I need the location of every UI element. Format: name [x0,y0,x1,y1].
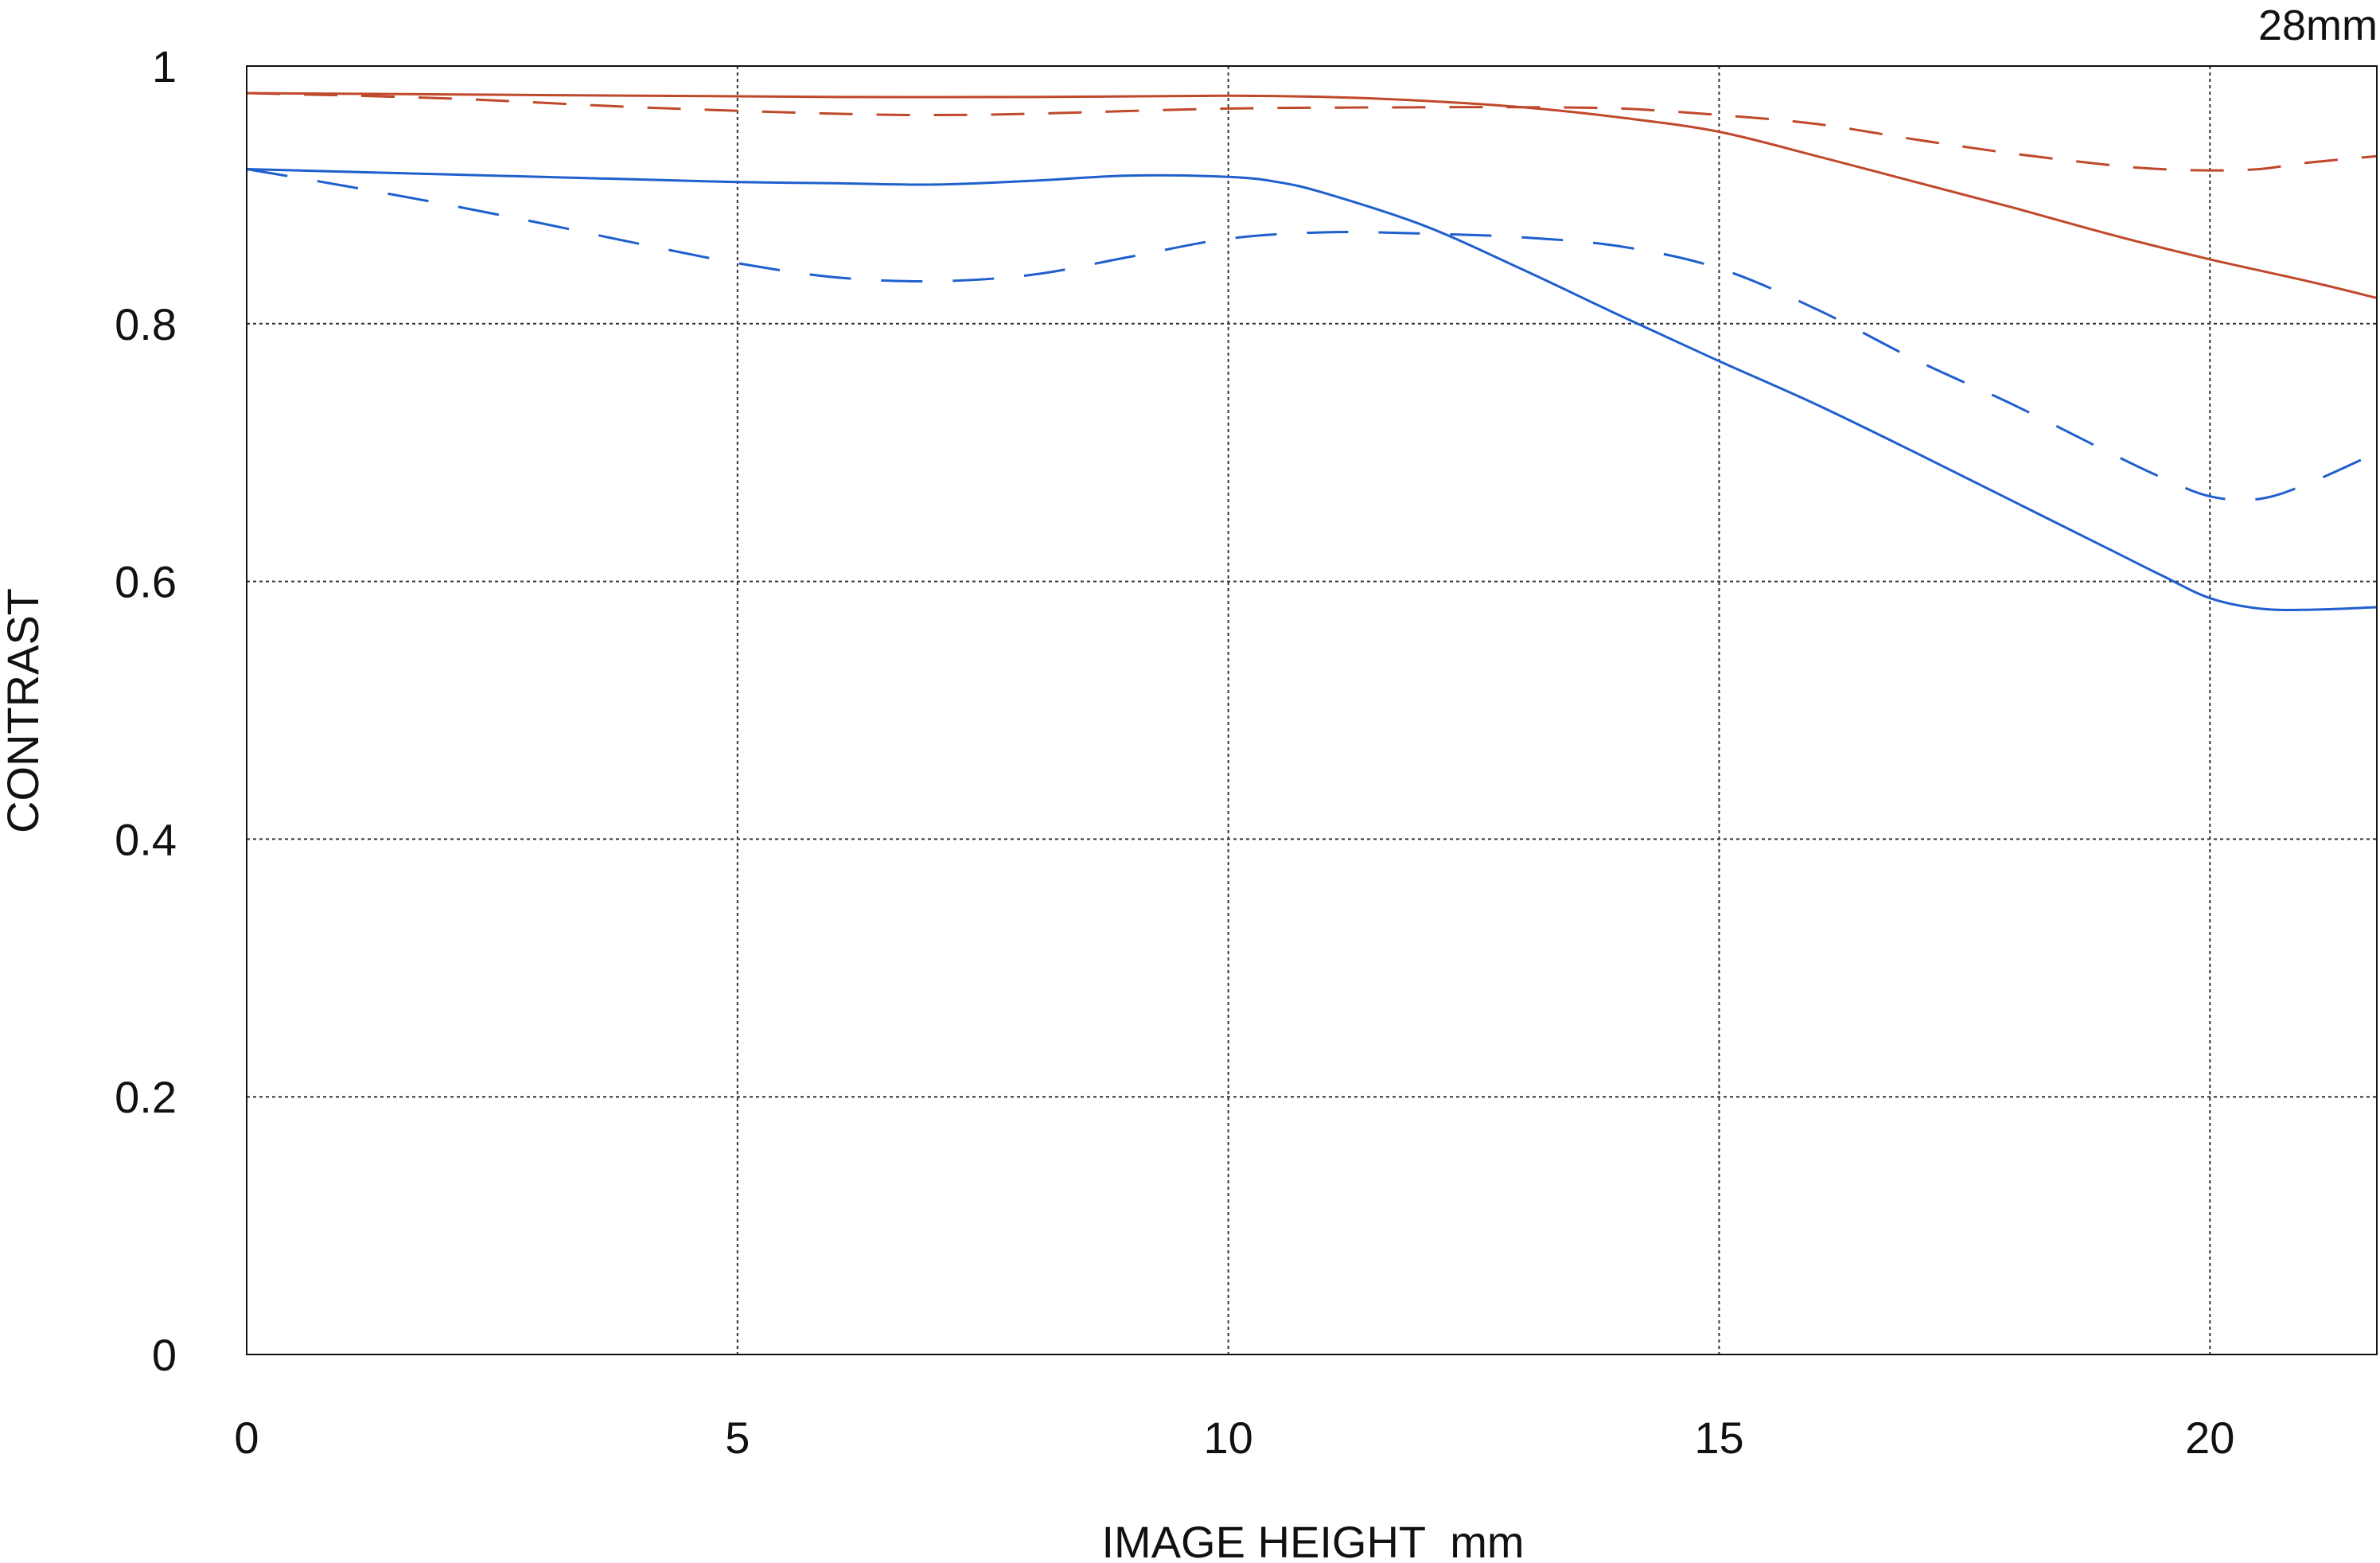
x-tick-label: 0 [234,1413,259,1463]
series-line-3 [246,168,2378,611]
x-tick-label: 5 [725,1413,750,1463]
grid-lines [247,66,2377,1354]
x-tick-label: 10 [1203,1413,1252,1463]
tick-labels: 0 5 10 15 20 0 0.2 0.4 0.6 0.8 1 [115,41,2234,1463]
x-tick-label: 15 [1694,1413,1743,1463]
series-line-4 [246,168,2378,501]
y-tick-label: 0.2 [115,1072,177,1122]
y-tick-label: 0.8 [115,299,177,349]
series-line-2 [246,92,2378,172]
y-tick-label: 0.6 [115,557,177,607]
x-tick-label: 20 [2185,1413,2234,1463]
y-tick-label: 0.4 [115,814,177,864]
y-tick-label: 1 [152,41,177,92]
y-axis-title: CONTRAST [0,588,48,833]
corner-label: 28mm [2258,2,2378,49]
series-line-1 [246,92,2378,299]
x-axis-title: IMAGE HEIGHT mm [1102,1517,1525,1563]
plot-frame [246,65,2378,1355]
series-lines [246,92,2378,611]
y-tick-label: 0 [152,1330,177,1380]
